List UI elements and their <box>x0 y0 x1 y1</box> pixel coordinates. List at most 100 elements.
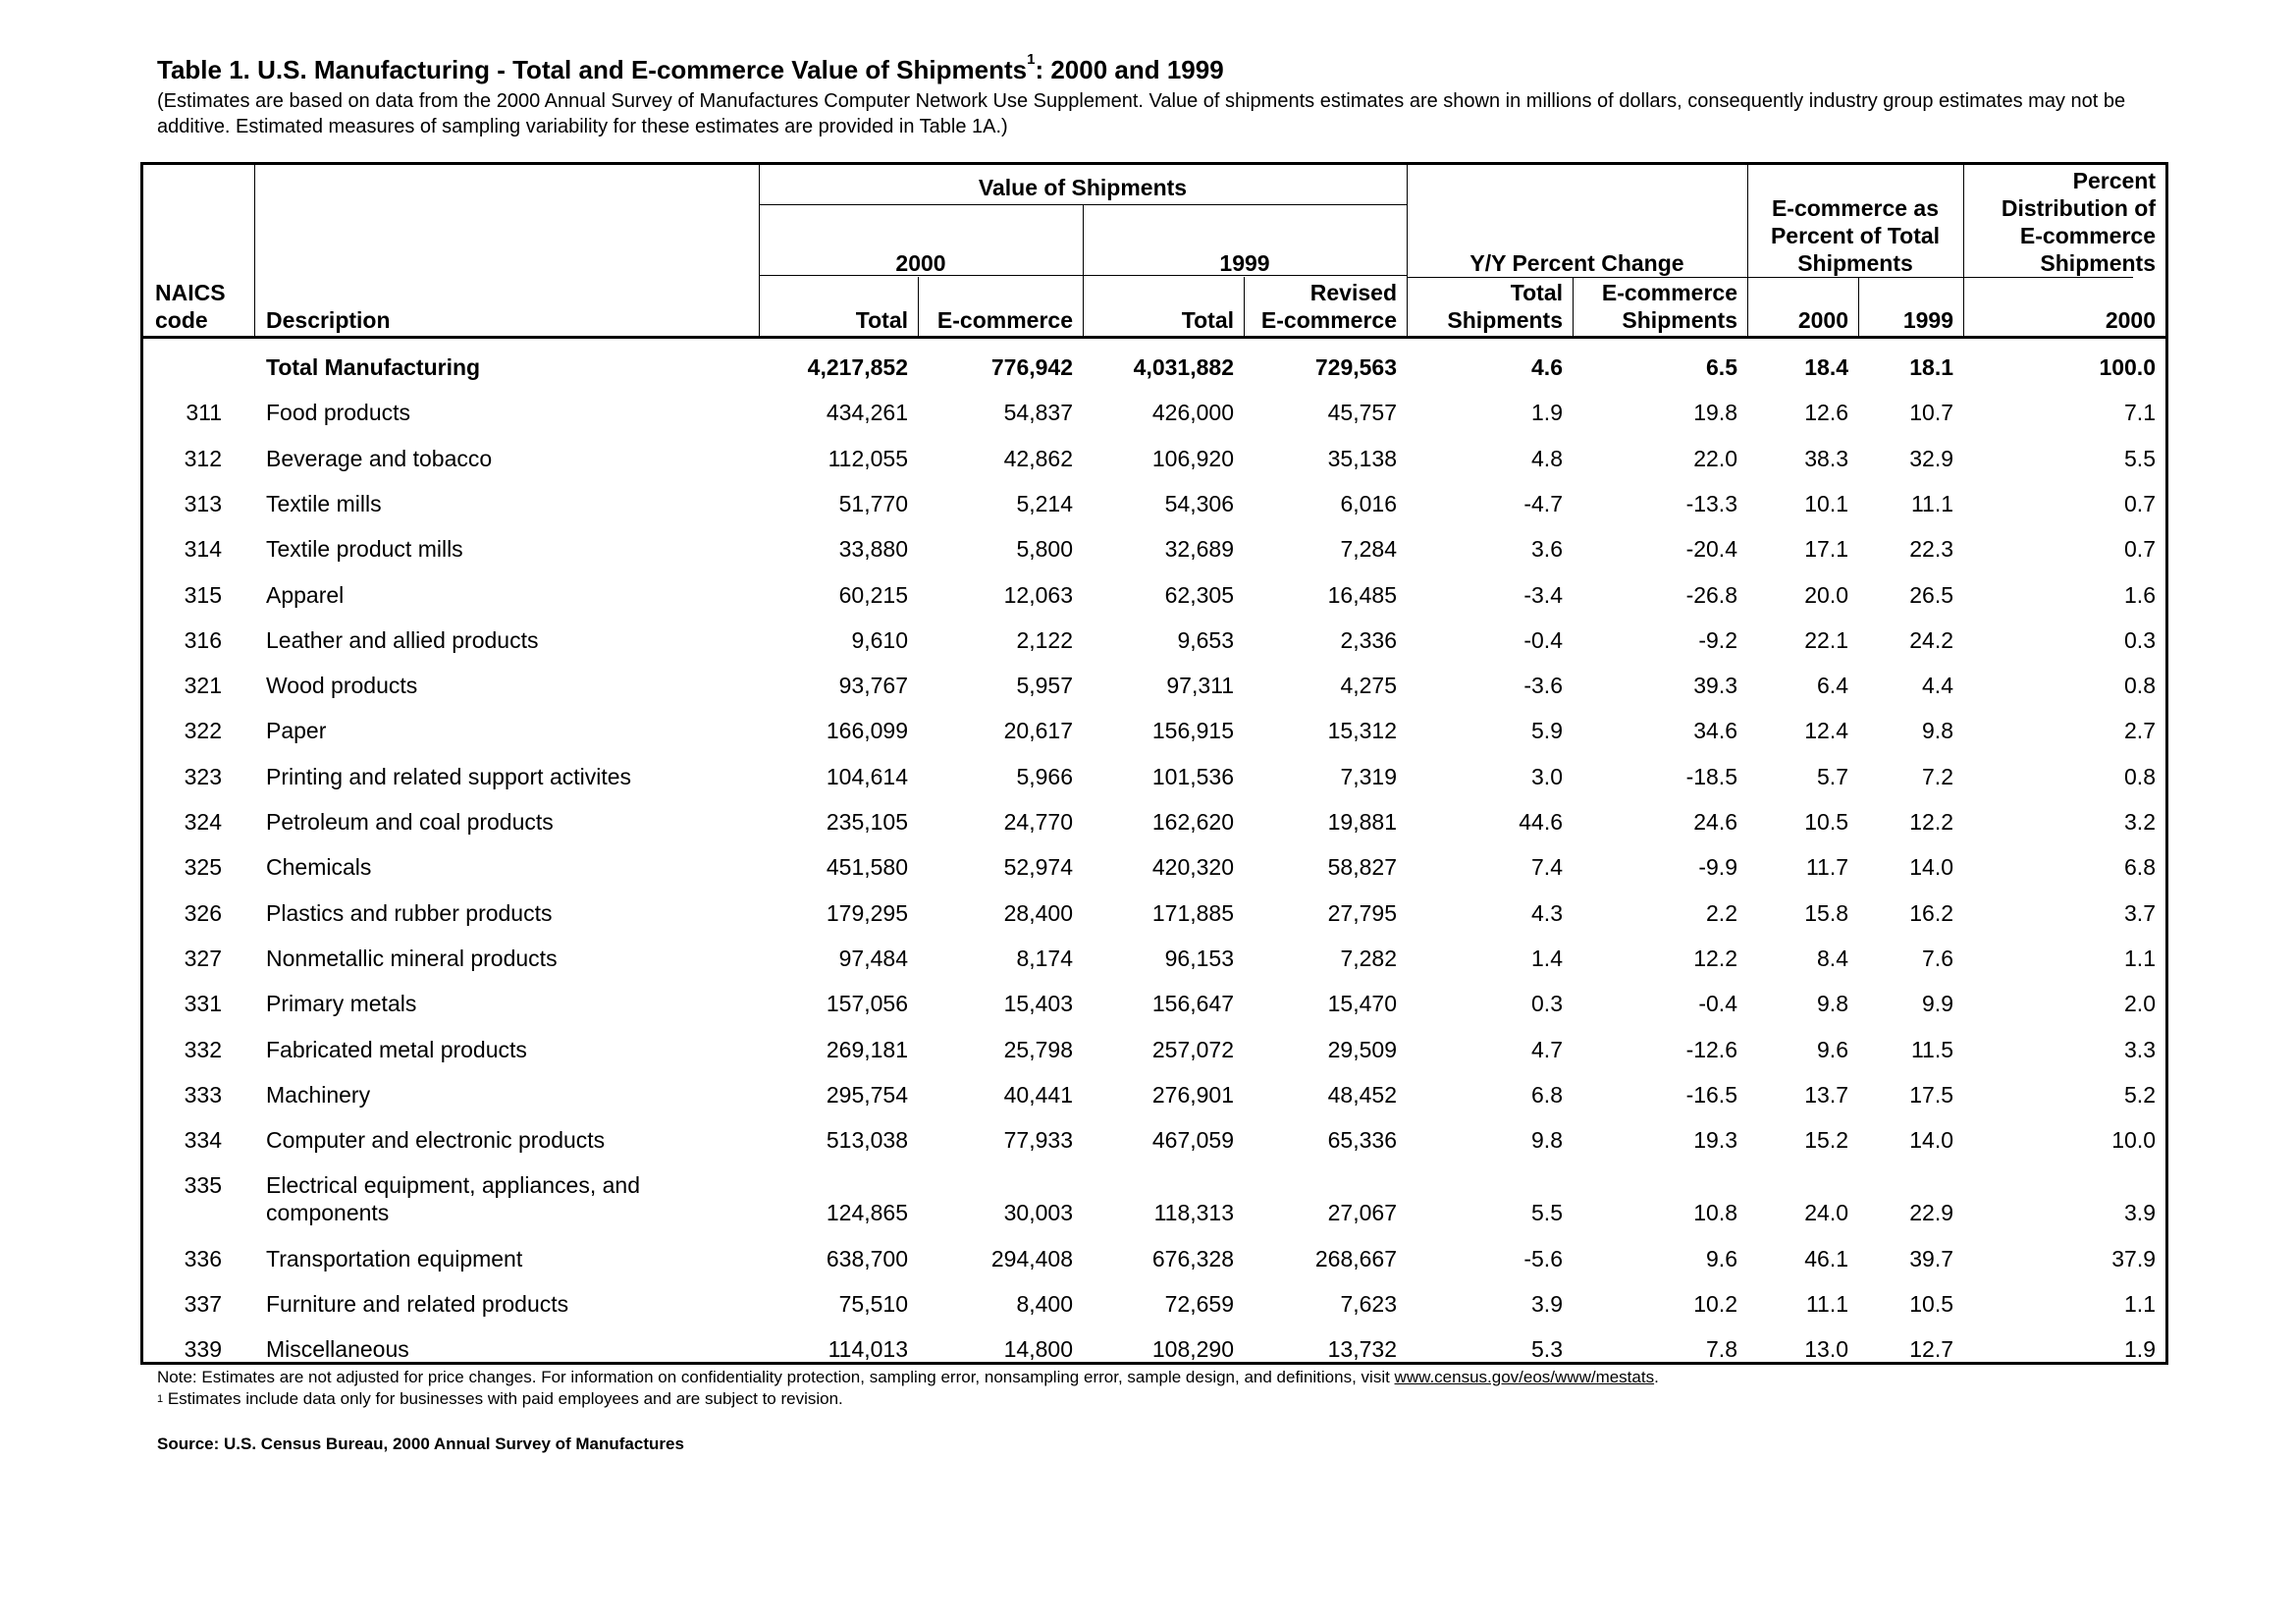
cell-ecom-1999: 35,138 <box>1327 445 1397 471</box>
cell-pct-2000: 5.7 <box>1817 763 1848 789</box>
cell-pct-1999: 12.2 <box>1909 809 1953 835</box>
cell-yy-total: 9.8 <box>1531 1127 1563 1154</box>
mestats-link[interactable]: www.census.gov/eos/www/mestats <box>1394 1368 1655 1386</box>
cell-pct-2000: 15.8 <box>1804 899 1848 926</box>
cell-ecom-2000: 52,974 <box>1003 854 1073 881</box>
cell-description: Transportation equipment <box>266 1245 523 1271</box>
cell-pct-2000: 9.8 <box>1817 991 1848 1017</box>
cell-yy-total: 44.6 <box>1519 809 1563 835</box>
cell-dist-2000: 5.5 <box>2124 445 2156 471</box>
cell-pct-2000: 38.3 <box>1804 445 1848 471</box>
cell-dist-2000: 3.2 <box>2124 809 2156 835</box>
cell-naics-code: 312 <box>184 445 222 471</box>
cell-ecom-1999: 6,016 <box>1340 490 1397 516</box>
header-ecom-pct-1: E-commerce as <box>1771 195 1940 221</box>
cell-yy-total: -0.4 <box>1523 626 1563 653</box>
cell-ecom-1999: 16,485 <box>1327 581 1397 608</box>
cell-total-2000: 124,865 <box>826 1200 908 1226</box>
header-dist-2000: 2000 <box>2105 307 2156 333</box>
cell-total-1999: 108,290 <box>1151 1336 1234 1363</box>
cell-pct-2000: 9.6 <box>1817 1036 1848 1062</box>
cell-ecom-2000: 5,957 <box>1016 673 1073 699</box>
cell-naics-code: 321 <box>184 673 222 699</box>
header-year-1999: 1999 <box>1219 250 1270 276</box>
cell-naics-code: 325 <box>184 854 222 881</box>
cell-total-2000: 114,013 <box>828 1336 908 1363</box>
note-end: . <box>1654 1368 1659 1386</box>
cell-yy-total: 1.4 <box>1531 945 1563 971</box>
cell-yy-ecom: 39.3 <box>1693 673 1737 699</box>
header-ecom-pct-2: Percent of Total <box>1770 223 1941 248</box>
cell-yy-ecom: 34.6 <box>1693 718 1737 744</box>
cell-pct-1999: 17.5 <box>1909 1081 1953 1108</box>
cell-naics-code: 334 <box>184 1127 222 1154</box>
note-text: Note: Estimates are not adjusted for pri… <box>157 1368 1395 1386</box>
cell-pct-1999: 39.7 <box>1909 1245 1953 1271</box>
cell-pct-1999: 22.3 <box>1909 536 1953 563</box>
cell-total-2000: 451,580 <box>826 854 908 881</box>
cell-pct-1999: 9.9 <box>1922 991 1953 1017</box>
cell-pct-1999: 32.9 <box>1909 445 1953 471</box>
cell-dist-2000: 2.0 <box>2124 991 2156 1017</box>
cell-total-2000: 4,217,852 <box>807 354 908 380</box>
cell-naics-code: 333 <box>184 1081 222 1108</box>
cell-description: Fabricated metal products <box>266 1036 527 1062</box>
cell-total-1999: 72,659 <box>1164 1291 1234 1317</box>
cell-naics-code: 316 <box>184 626 222 653</box>
header-rule-right <box>1407 277 2133 278</box>
cell-ecom-2000: 14,800 <box>1003 1336 1073 1363</box>
col-rule-yy <box>1573 277 1574 336</box>
cell-yy-total: 7.4 <box>1531 854 1563 881</box>
cell-yy-ecom: -26.8 <box>1685 581 1737 608</box>
cell-description: Computer and electronic products <box>266 1127 606 1154</box>
cell-total-2000: 75,510 <box>838 1291 908 1317</box>
title-footnote-marker: 1 <box>1027 51 1036 68</box>
cell-description: Paper <box>266 718 327 744</box>
cell-dist-2000: 0.8 <box>2124 763 2156 789</box>
cell-naics-code: 332 <box>184 1036 222 1062</box>
cell-total-1999: 156,647 <box>1151 991 1234 1017</box>
col-rule-1999 <box>1407 165 1408 336</box>
cell-ecom-1999: 7,282 <box>1340 945 1397 971</box>
cell-ecom-1999: 29,509 <box>1327 1036 1397 1062</box>
cell-dist-2000: 0.7 <box>2124 536 2156 563</box>
title-main: Table 1. U.S. Manufacturing - Total and … <box>157 55 1028 84</box>
cell-naics-code: 331 <box>184 991 222 1017</box>
cell-description: Printing and related support activites <box>266 763 632 789</box>
cell-ecom-1999: 19,881 <box>1327 809 1397 835</box>
cell-ecom-2000: 20,617 <box>1003 718 1073 744</box>
table-subtitle: (Estimates are based on data from the 20… <box>157 90 2126 137</box>
cell-yy-ecom: 10.8 <box>1693 1200 1737 1226</box>
cell-description: Chemicals <box>266 854 372 881</box>
cell-yy-total: 0.3 <box>1531 991 1563 1017</box>
cell-total-1999: 54,306 <box>1164 490 1234 516</box>
cell-description: Primary metals <box>266 991 417 1017</box>
cell-yy-total: -3.4 <box>1523 581 1563 608</box>
cell-total-2000: 434,261 <box>826 400 908 426</box>
cell-yy-total: 4.6 <box>1531 354 1563 380</box>
cell-total-2000: 97,484 <box>838 945 908 971</box>
cell-pct-2000: 12.4 <box>1804 718 1848 744</box>
cell-ecom-2000: 77,933 <box>1003 1127 1073 1154</box>
cell-yy-total: 5.9 <box>1531 718 1563 744</box>
cell-pct-1999: 10.7 <box>1909 400 1953 426</box>
cell-ecom-1999: 48,452 <box>1327 1081 1397 1108</box>
cell-ecom-1999: 15,312 <box>1327 718 1397 744</box>
cell-total-2000: 51,770 <box>838 490 908 516</box>
cell-naics-code: 324 <box>184 809 222 835</box>
cell-dist-2000: 1.1 <box>2124 1291 2156 1317</box>
cell-total-2000: 93,767 <box>838 673 908 699</box>
cell-dist-2000: 0.7 <box>2124 490 2156 516</box>
cell-total-2000: 157,056 <box>826 991 908 1017</box>
cell-dist-2000: 2.7 <box>2124 718 2156 744</box>
cell-yy-total: -3.6 <box>1523 673 1563 699</box>
cell-dist-2000: 37.9 <box>2111 1245 2156 1271</box>
cell-pct-1999: 11.1 <box>1910 490 1953 516</box>
header-value-of-shipments: Value of Shipments <box>978 175 1188 200</box>
cell-dist-2000: 3.7 <box>2124 899 2156 926</box>
cell-ecom-2000: 25,798 <box>1003 1036 1073 1062</box>
cell-total-2000: 112,055 <box>828 445 908 471</box>
cell-ecom-1999: 7,284 <box>1340 536 1397 563</box>
cell-pct-2000: 15.2 <box>1804 1127 1848 1154</box>
header-dist-2: Distribution of <box>2001 195 2156 221</box>
